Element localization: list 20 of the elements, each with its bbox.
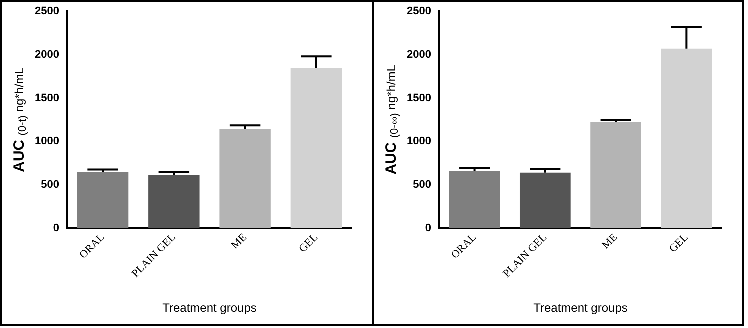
x-tick-label: ME [229,231,250,252]
y-tick-label: 500 [413,178,432,191]
y-axis-title: AUC (0-∞) ng*h/mL [383,64,402,175]
x-tick-label: GEL [667,231,692,256]
y-tick-label: 2000 [406,48,432,61]
y-tick-label: 0 [425,222,432,234]
y-axis-title: AUC (0-t) ng*h/mL [11,67,30,172]
y-tick-label: 1500 [34,92,60,104]
y-tick-label: 1000 [34,136,60,148]
y-tick-label: 1000 [406,136,432,148]
x-tick-label: ME [600,231,620,252]
x-tick-label: GEL [296,231,321,256]
y-tick-label: 1500 [406,92,432,104]
x-axis-title: Treatment groups [534,301,628,316]
y-tick-label: 0 [53,222,60,234]
x-axis-title: Treatment groups [162,301,257,316]
y-tick-label: 2000 [34,48,60,61]
y-tick-label: 500 [41,178,60,191]
y-tick-label: 2500 [34,6,60,18]
y-tick-label: 2500 [406,6,432,18]
